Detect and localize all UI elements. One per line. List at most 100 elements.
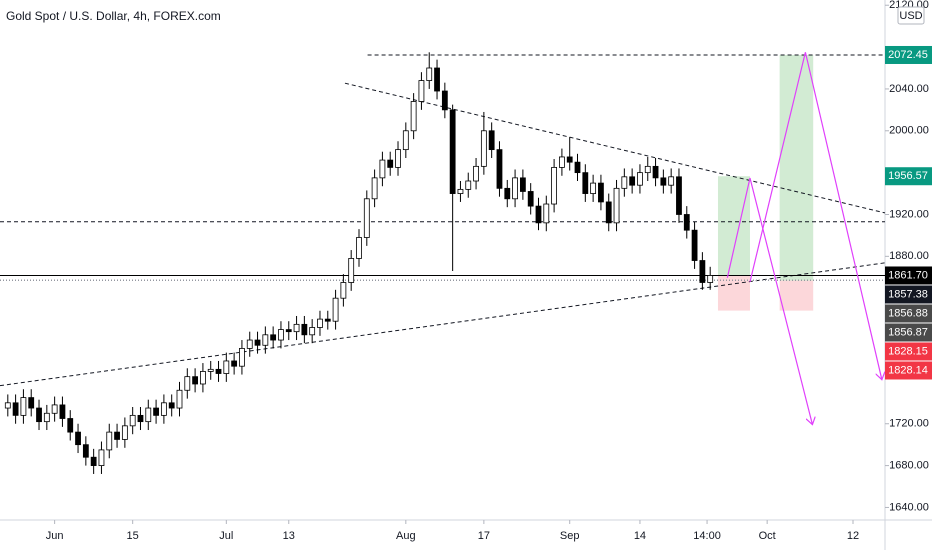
candle-body — [519, 177, 526, 192]
x-tick-label: Aug — [396, 530, 416, 542]
candle-body — [363, 198, 370, 238]
candle-body — [410, 101, 417, 132]
candle-body — [473, 165, 479, 182]
candle-body — [278, 329, 284, 341]
x-tick-label: 14 — [634, 530, 646, 542]
candle-body — [637, 172, 643, 186]
candle-body — [254, 339, 261, 346]
price-tag-label: 1828.15 — [888, 345, 928, 357]
price-tag — [885, 285, 932, 304]
candle-body — [293, 323, 300, 333]
candle-body — [465, 180, 472, 190]
price-tag — [885, 342, 932, 361]
candle-body — [434, 67, 440, 92]
candle-body — [340, 282, 347, 299]
candle-body — [543, 203, 550, 224]
candle-body — [20, 397, 27, 416]
candle-body — [457, 188, 464, 194]
price-tag-label: 1856.87 — [888, 326, 928, 338]
candle-body — [551, 167, 558, 205]
candle-body — [418, 80, 425, 102]
price-tag-label: 1861.70 — [888, 269, 928, 281]
candle-body — [504, 187, 511, 200]
candle-body — [176, 389, 183, 409]
candle-body — [121, 425, 128, 440]
trend-line — [0, 262, 886, 387]
candle-body — [449, 109, 456, 194]
currency-box[interactable] — [897, 6, 925, 25]
candle-body — [644, 165, 651, 174]
candle-body — [496, 149, 503, 189]
candle-body — [36, 407, 42, 423]
candle-body — [4, 402, 11, 409]
candle-body — [137, 414, 144, 423]
price-tag-label: 1857.38 — [888, 288, 928, 300]
stop-zone — [717, 275, 750, 311]
candle-body — [82, 444, 89, 458]
y-tick-label: 1880.00 — [889, 250, 929, 262]
price-tag-label: 1956.57 — [888, 170, 928, 182]
candle-body — [613, 187, 620, 224]
y-tick-label: 1640.00 — [889, 501, 929, 513]
candle-body — [652, 165, 659, 179]
candle-body — [590, 182, 597, 194]
candle-body — [28, 397, 35, 409]
price-tag-label: 1856.88 — [888, 307, 928, 319]
candle-body — [324, 318, 331, 322]
candle-body — [200, 371, 206, 385]
candle-body — [106, 431, 113, 451]
candle-body — [301, 323, 308, 336]
candle-body — [402, 130, 409, 151]
x-tick-label: Oct — [759, 530, 776, 542]
candle-body — [270, 334, 277, 341]
candle-body — [285, 329, 292, 333]
target-zone — [717, 176, 750, 276]
candle-body — [512, 177, 518, 200]
x-tick-label: 15 — [127, 530, 139, 542]
candle-body — [605, 201, 612, 224]
candle-body — [660, 177, 667, 186]
candle-body — [426, 67, 433, 81]
candle-body — [691, 229, 698, 261]
candle-body — [207, 368, 214, 372]
y-tick-label: 2120.00 — [889, 0, 929, 11]
candle-body — [153, 407, 159, 416]
candle-body — [676, 176, 682, 215]
x-tick-label: 14:00 — [693, 530, 721, 542]
candle-body — [246, 339, 253, 349]
price-tag-label: 1828.14 — [888, 364, 928, 376]
candle-body — [387, 159, 394, 168]
candle-body — [223, 360, 230, 374]
candle-body — [488, 130, 495, 151]
candle-body — [231, 360, 238, 367]
x-tick-label: 17 — [478, 530, 490, 542]
x-tick-label: Jun — [46, 530, 64, 542]
x-tick-label: Jul — [219, 530, 233, 542]
price-tag — [885, 361, 932, 380]
y-tick-label: 2000.00 — [889, 125, 929, 137]
candle-body — [192, 376, 199, 385]
candle-body — [559, 156, 565, 168]
projection — [726, 177, 812, 425]
candle-body — [168, 402, 175, 409]
x-tick-label: Sep — [560, 530, 580, 542]
candle-body — [145, 407, 152, 423]
candle-body — [348, 258, 355, 283]
candle-body — [441, 90, 448, 111]
projection — [749, 52, 882, 379]
candle-body — [598, 182, 604, 203]
y-tick-label: 1920.00 — [889, 208, 929, 220]
candle-body — [114, 431, 120, 440]
candle-body — [262, 334, 269, 346]
axes: 2120.00 2040.00 2000.00 1920.00 1880.00 1720.… — [46, 0, 932, 542]
candle-body — [129, 414, 136, 427]
chart-title: Gold Spot / U.S. Dollar, 4h, FOREX.com — [6, 9, 221, 23]
candle-body — [683, 214, 690, 231]
candle-body — [356, 237, 362, 259]
y-tick-label: 2040.00 — [889, 83, 929, 95]
price-tag — [885, 266, 932, 285]
candle-body — [668, 176, 675, 186]
candle-body — [51, 404, 58, 414]
candle-body — [332, 297, 339, 322]
